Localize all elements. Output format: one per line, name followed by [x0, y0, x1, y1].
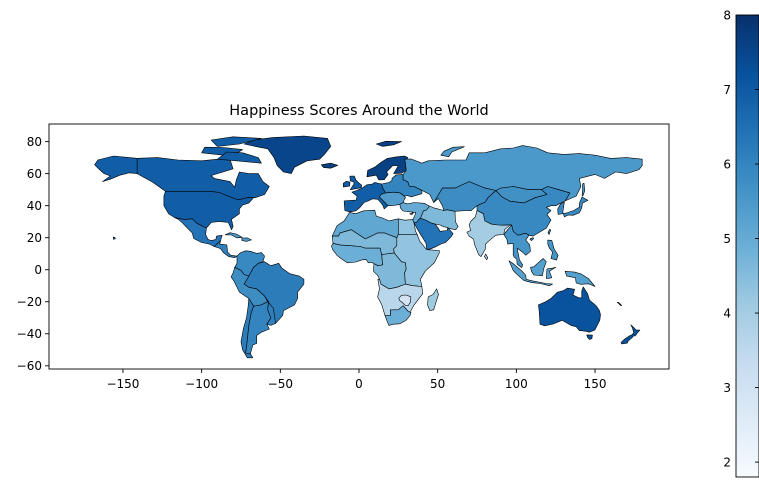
colorbar-tick-label: 2 [723, 455, 731, 469]
y-tick-label: 40 [27, 199, 42, 213]
x-tick-label: 150 [584, 377, 607, 391]
island-cyprus [409, 212, 414, 215]
island-great-britain [349, 175, 363, 190]
region-new-zealand [620, 324, 641, 345]
island-novaya-zemlya [440, 146, 465, 157]
region-madagascar [427, 288, 439, 311]
x-tick-label: −150 [106, 377, 139, 391]
island-ellesmere-island [210, 136, 262, 147]
region-alaska [94, 155, 138, 182]
region-turkey-and-levant [399, 202, 430, 223]
region-uruguay-and-paraguay [266, 301, 276, 326]
chart-title: Happiness Scores Around the World [229, 103, 488, 119]
region-east-africa [393, 234, 440, 287]
region-southeast-asia [503, 224, 531, 268]
island-sri-lanka [484, 253, 489, 261]
region-nordic-countries [366, 155, 409, 181]
region-cuba [224, 232, 243, 239]
y-tick-label: −40 [17, 327, 42, 341]
colorbar-tick-label: 4 [723, 306, 731, 320]
island-iceland [320, 162, 339, 169]
colorbar-tick-label: 6 [723, 157, 731, 171]
region-mexico [174, 217, 223, 247]
colorbar [735, 14, 759, 478]
island-sakhalin [581, 182, 586, 197]
x-axis: −150 −100 −50 0 50 100 150 [106, 369, 606, 391]
region-japan-and-korea [557, 196, 589, 218]
island-new-caledonia [616, 301, 623, 306]
region-india [466, 210, 511, 257]
x-tick-label: −50 [268, 377, 293, 391]
x-tick-label: −100 [185, 377, 218, 391]
y-tick-label: 60 [27, 167, 42, 181]
colorbar-tick-label: 8 [723, 8, 731, 22]
island-new-guinea [564, 270, 596, 287]
region-zimbabwe [398, 294, 412, 306]
region-iran-and-iraq [420, 205, 459, 230]
x-tick-label: 50 [430, 377, 445, 391]
colorbar-tick-label: 7 [723, 83, 731, 97]
region-south-africa [384, 305, 412, 326]
colorbar-tick-label: 5 [723, 232, 731, 246]
x-tick-label: 100 [505, 377, 528, 391]
island-svalbard [375, 141, 402, 147]
region-greenland [243, 135, 332, 174]
colorbar-ticks: 2 3 4 5 6 7 8 [723, 8, 759, 469]
x-tick-label: 0 [355, 377, 363, 391]
colorbar-tick-label: 3 [723, 381, 731, 395]
island-hispaniola [241, 237, 252, 242]
y-tick-label: −60 [17, 359, 42, 373]
island-tasmania [586, 334, 593, 340]
island-taiwan [547, 229, 552, 235]
island-ireland [342, 181, 351, 188]
world-map [94, 135, 643, 359]
region-indonesia [508, 260, 553, 287]
y-tick-label: −20 [17, 295, 42, 309]
region-australia [538, 286, 601, 333]
island-philippines [547, 239, 559, 261]
island-hawaii [112, 236, 116, 240]
island-hainan [529, 237, 535, 241]
y-axis: −60 −40 −20 0 20 40 60 80 [17, 135, 49, 373]
y-tick-label: 20 [27, 231, 42, 245]
y-tick-label: 0 [34, 263, 42, 277]
island-sulawesi [545, 266, 557, 279]
y-tick-label: 80 [27, 135, 42, 149]
region-balkans [379, 191, 406, 206]
island-baffin-island [217, 151, 262, 164]
island-borneo [530, 258, 547, 277]
region-central-america [213, 240, 238, 259]
